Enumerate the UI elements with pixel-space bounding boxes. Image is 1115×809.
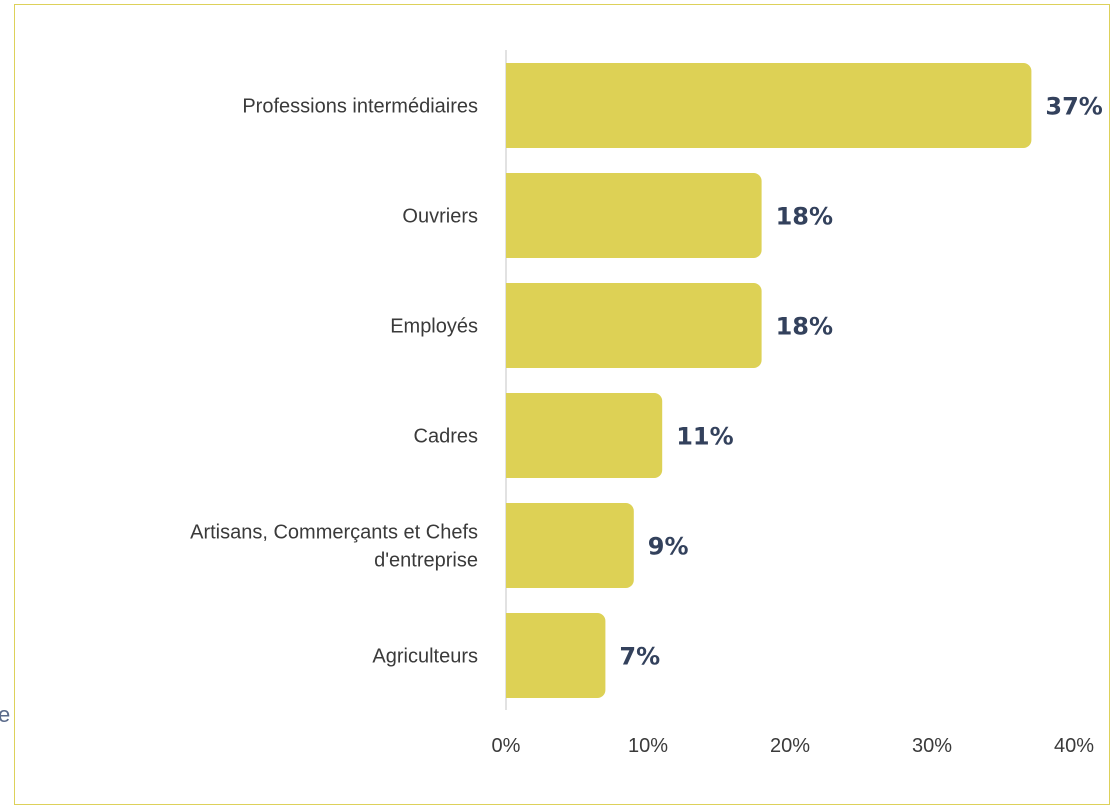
bar-base-0 <box>506 63 516 148</box>
bars-group <box>506 63 1032 698</box>
bar-base-4 <box>506 503 516 588</box>
bar-base-2 <box>506 283 516 368</box>
category-label-3: Cadres <box>414 426 478 448</box>
category-label-line: d'entreprise <box>374 550 478 572</box>
category-label-line: Artisans, Commerçants et Chefs <box>190 522 478 544</box>
bar-base-3 <box>506 393 516 478</box>
category-label-line: Ouvriers <box>402 206 478 228</box>
x-tick-label-0: 0% <box>492 735 521 757</box>
bar-base-1 <box>506 173 516 258</box>
x-tick-label-2: 20% <box>770 735 810 757</box>
value-label-3: 11% <box>676 423 733 451</box>
chart-frame <box>14 4 1110 805</box>
bar-3 <box>506 393 663 478</box>
bar-1 <box>506 173 762 258</box>
bar-0 <box>506 63 1032 148</box>
category-label-line: Agriculteurs <box>372 646 478 668</box>
value-label-4: 9% <box>648 533 689 561</box>
bar-base-5 <box>506 613 516 698</box>
value-label-0: 37% <box>1045 93 1102 121</box>
category-label-0: Professions intermédiaires <box>242 96 478 118</box>
x-tick-label-4: 40% <box>1054 735 1094 757</box>
category-label-line: Professions intermédiaires <box>242 96 478 118</box>
category-labels-group: Professions intermédiaires Ouvriers Employ… <box>190 96 478 668</box>
category-label-2: Employés <box>390 316 478 338</box>
value-labels-group: 37% 18% 18% 11% 9% 7% <box>619 93 1102 671</box>
value-label-1: 18% <box>776 203 833 231</box>
category-label-4: Artisans, Commerçants et Chefs d'entrepri… <box>190 522 478 572</box>
bar-2 <box>506 283 762 368</box>
bar-4 <box>506 503 634 588</box>
value-label-5: 7% <box>619 643 660 671</box>
bar-5 <box>506 613 606 698</box>
x-axis-ticks-group: 0% 10% 20% 30% 40% <box>492 735 1095 757</box>
x-tick-label-3: 30% <box>912 735 952 757</box>
category-label-5: Agriculteurs <box>372 646 478 668</box>
value-label-2: 18% <box>776 313 833 341</box>
edge-text-fragment: e <box>0 702 10 727</box>
category-label-line: Cadres <box>414 426 478 448</box>
category-label-1: Ouvriers <box>402 206 478 228</box>
category-label-line: Employés <box>390 316 478 338</box>
x-tick-label-1: 10% <box>628 735 668 757</box>
